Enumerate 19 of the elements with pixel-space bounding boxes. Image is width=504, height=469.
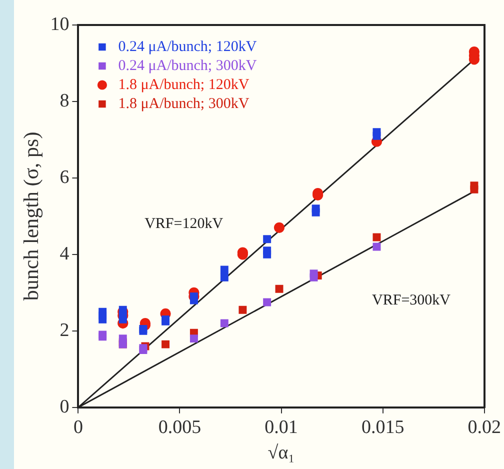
x-axis-title: √α₁ bbox=[268, 442, 295, 464]
x-tick-label: 0.01 bbox=[264, 416, 298, 438]
legend-label: 1.8 μA/bunch; 120kV bbox=[118, 76, 250, 93]
y-axis-title: bunch length (σ, ps) bbox=[19, 132, 44, 301]
legend-label: 1.8 μA/bunch; 300kV bbox=[118, 96, 250, 112]
y-tick-label: 4 bbox=[60, 243, 70, 264]
annotation: VRF=120kV bbox=[144, 216, 224, 232]
x-tick-label: 0.02 bbox=[468, 416, 501, 438]
legend-label: 0.24 μA/bunch; 120kV bbox=[118, 38, 257, 55]
y-tick-label: 0 bbox=[60, 396, 70, 418]
y-tick-label: 6 bbox=[60, 166, 70, 188]
annotation: VRF=300kV bbox=[372, 292, 451, 308]
legend-label: 0.24 μA/bunch; 300kV bbox=[118, 58, 257, 74]
x-tick-label: 0.015 bbox=[361, 416, 404, 438]
y-tick-label: 2 bbox=[60, 320, 70, 341]
x-tick-label: 0 bbox=[73, 416, 83, 438]
x-tick-label: 0.005 bbox=[158, 416, 202, 438]
y-tick-label: 8 bbox=[60, 90, 70, 112]
y-tick-label: 10 bbox=[50, 14, 70, 35]
